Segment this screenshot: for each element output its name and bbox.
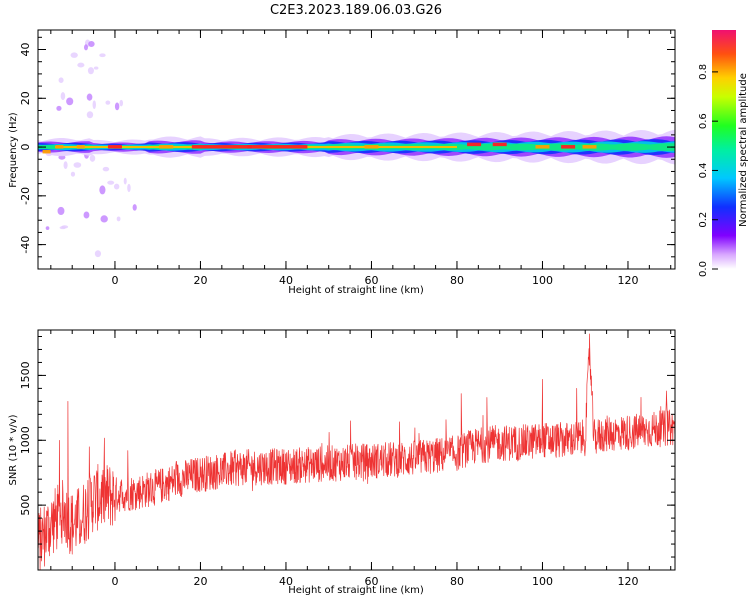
spectrogram-panel: 0 20 40 60 80 100 120 -40 -20 0 20 40 Height of str… [8,29,676,296]
spectrogram-x-axis-label: Height of straight line (km) [288,285,424,296]
spectrogram-speckle [114,102,120,111]
chart-title: C2E3.2023.189.06.03.G26 [270,3,442,18]
spectrogram-speckle [57,206,65,216]
colorbar-tick-label: 0.2 [698,212,709,228]
y-tick-label: -20 [19,187,32,205]
y-tick-label: 1000 [19,426,32,454]
x-tick-label: 20 [193,274,207,287]
spectrogram-plot-area [38,39,675,258]
spectrogram-speckle [70,52,78,58]
spectrogram-peak [191,145,252,149]
spectrogram-speckle [63,161,68,170]
spectrogram-speckle [102,166,110,172]
spectrogram-peak [364,145,379,149]
spectrogram-speckle [88,40,95,48]
spectrogram-speckle [113,183,120,190]
spectrogram-speckle [73,162,82,168]
spectrogram-noise-speckle [45,39,137,258]
x-tick-label: 40 [279,274,293,287]
y-tick-label: -40 [19,236,32,254]
spectrogram-speckle [123,177,127,185]
colorbar-tick-label: 0.8 [698,64,709,80]
spectrogram-speckle [92,100,96,109]
spectrogram-peak [159,145,174,149]
spectrogram-frame [37,29,676,270]
snr-ticks: 0 20 40 60 80 100 120 500 1000 1500 [19,330,675,588]
x-tick-label: 20 [193,575,207,588]
spectrogram-speckle [77,62,85,68]
spectrogram-speckle [119,99,124,107]
spectrogram-speckle [99,185,106,195]
spectrogram-speckle [86,111,94,119]
spectrogram-speckle [87,67,94,75]
y-tick-label: 40 [19,43,32,57]
spectrogram-speckle [100,215,108,223]
spectrogram-peak [535,145,550,149]
spectrogram-speckle [93,66,99,70]
colorbar-label: Normalized spectral amplitude [738,73,749,227]
spectrogram-speckle [132,204,137,211]
spectrogram-speckle [61,225,69,229]
spectrogram-peak [76,145,85,149]
spectrogram-speckle [107,180,115,185]
x-tick-label: 100 [532,274,553,287]
spectrogram-speckle [127,183,131,193]
colorbar-tick-label: 0.4 [698,162,709,178]
x-tick-label: 80 [450,575,464,588]
y-tick-label: 500 [19,495,32,516]
spectrogram-speckle [94,250,102,258]
spectrogram-peak [467,142,482,147]
spectrogram-peak [247,145,308,149]
snr-plot-area [38,333,675,570]
colorbar-gradient [712,30,736,269]
x-tick-label: 100 [532,575,553,588]
spectrogram-speckle [83,211,90,219]
y-tick-label: 1500 [19,361,32,389]
spectrogram-speckle [45,226,50,230]
x-tick-label: 120 [617,274,638,287]
spectrogram-ticks: 0 20 40 60 80 100 120 -40 -20 0 20 40 [19,30,675,287]
x-tick-label: 60 [364,575,378,588]
colorbar-tick-label: 0.0 [698,261,709,277]
snr-y-axis-label: SNR (10 * v/v) [8,414,19,485]
y-tick-label: 0 [19,144,32,151]
x-tick-label: 80 [450,274,464,287]
y-tick-label: 20 [19,91,32,105]
spectrogram-speckle [58,154,66,160]
colorbar-ticks: 0.0 0.2 0.4 0.6 0.8 [698,64,718,277]
colorbar: 0.0 0.2 0.4 0.6 0.8 Normalized spectral ampl… [698,30,749,277]
spectrogram-speckle [86,93,93,101]
spectrogram-peak [492,142,507,147]
spectrogram-speckle [70,171,76,177]
spectrogram-speckle [83,44,88,51]
colorbar-tick-label: 0.6 [698,113,709,129]
spectrogram-speckle [105,100,111,105]
snr-frame [37,329,676,571]
spectrogram-peak [55,145,64,149]
spectrogram-peak [561,145,576,149]
spectrogram-speckle [66,97,74,106]
spectrogram-speckle [58,77,64,83]
spectrogram-y-axis-label: Frequency (Hz) [8,112,19,188]
x-tick-label: 120 [617,575,638,588]
x-tick-label: 0 [111,575,118,588]
snr-series-line [38,333,675,570]
spectrogram-speckle [89,154,96,162]
x-tick-label: 0 [111,274,118,287]
spectrogram-peak [582,145,597,149]
snr-x-axis-label: Height of straight line (km) [288,585,424,596]
spectrogram-peak [107,145,122,149]
x-tick-label: 40 [279,575,293,588]
spectrogram-speckle [116,216,121,222]
spectrogram-speckle [60,92,66,101]
spectrogram-speckle [56,105,62,111]
spectrogram-peak [42,149,51,154]
spectrogram-speckle [99,53,106,58]
snr-panel: 0 20 40 60 80 100 120 500 1000 1500 Height of str… [8,329,676,596]
x-tick-label: 60 [364,274,378,287]
